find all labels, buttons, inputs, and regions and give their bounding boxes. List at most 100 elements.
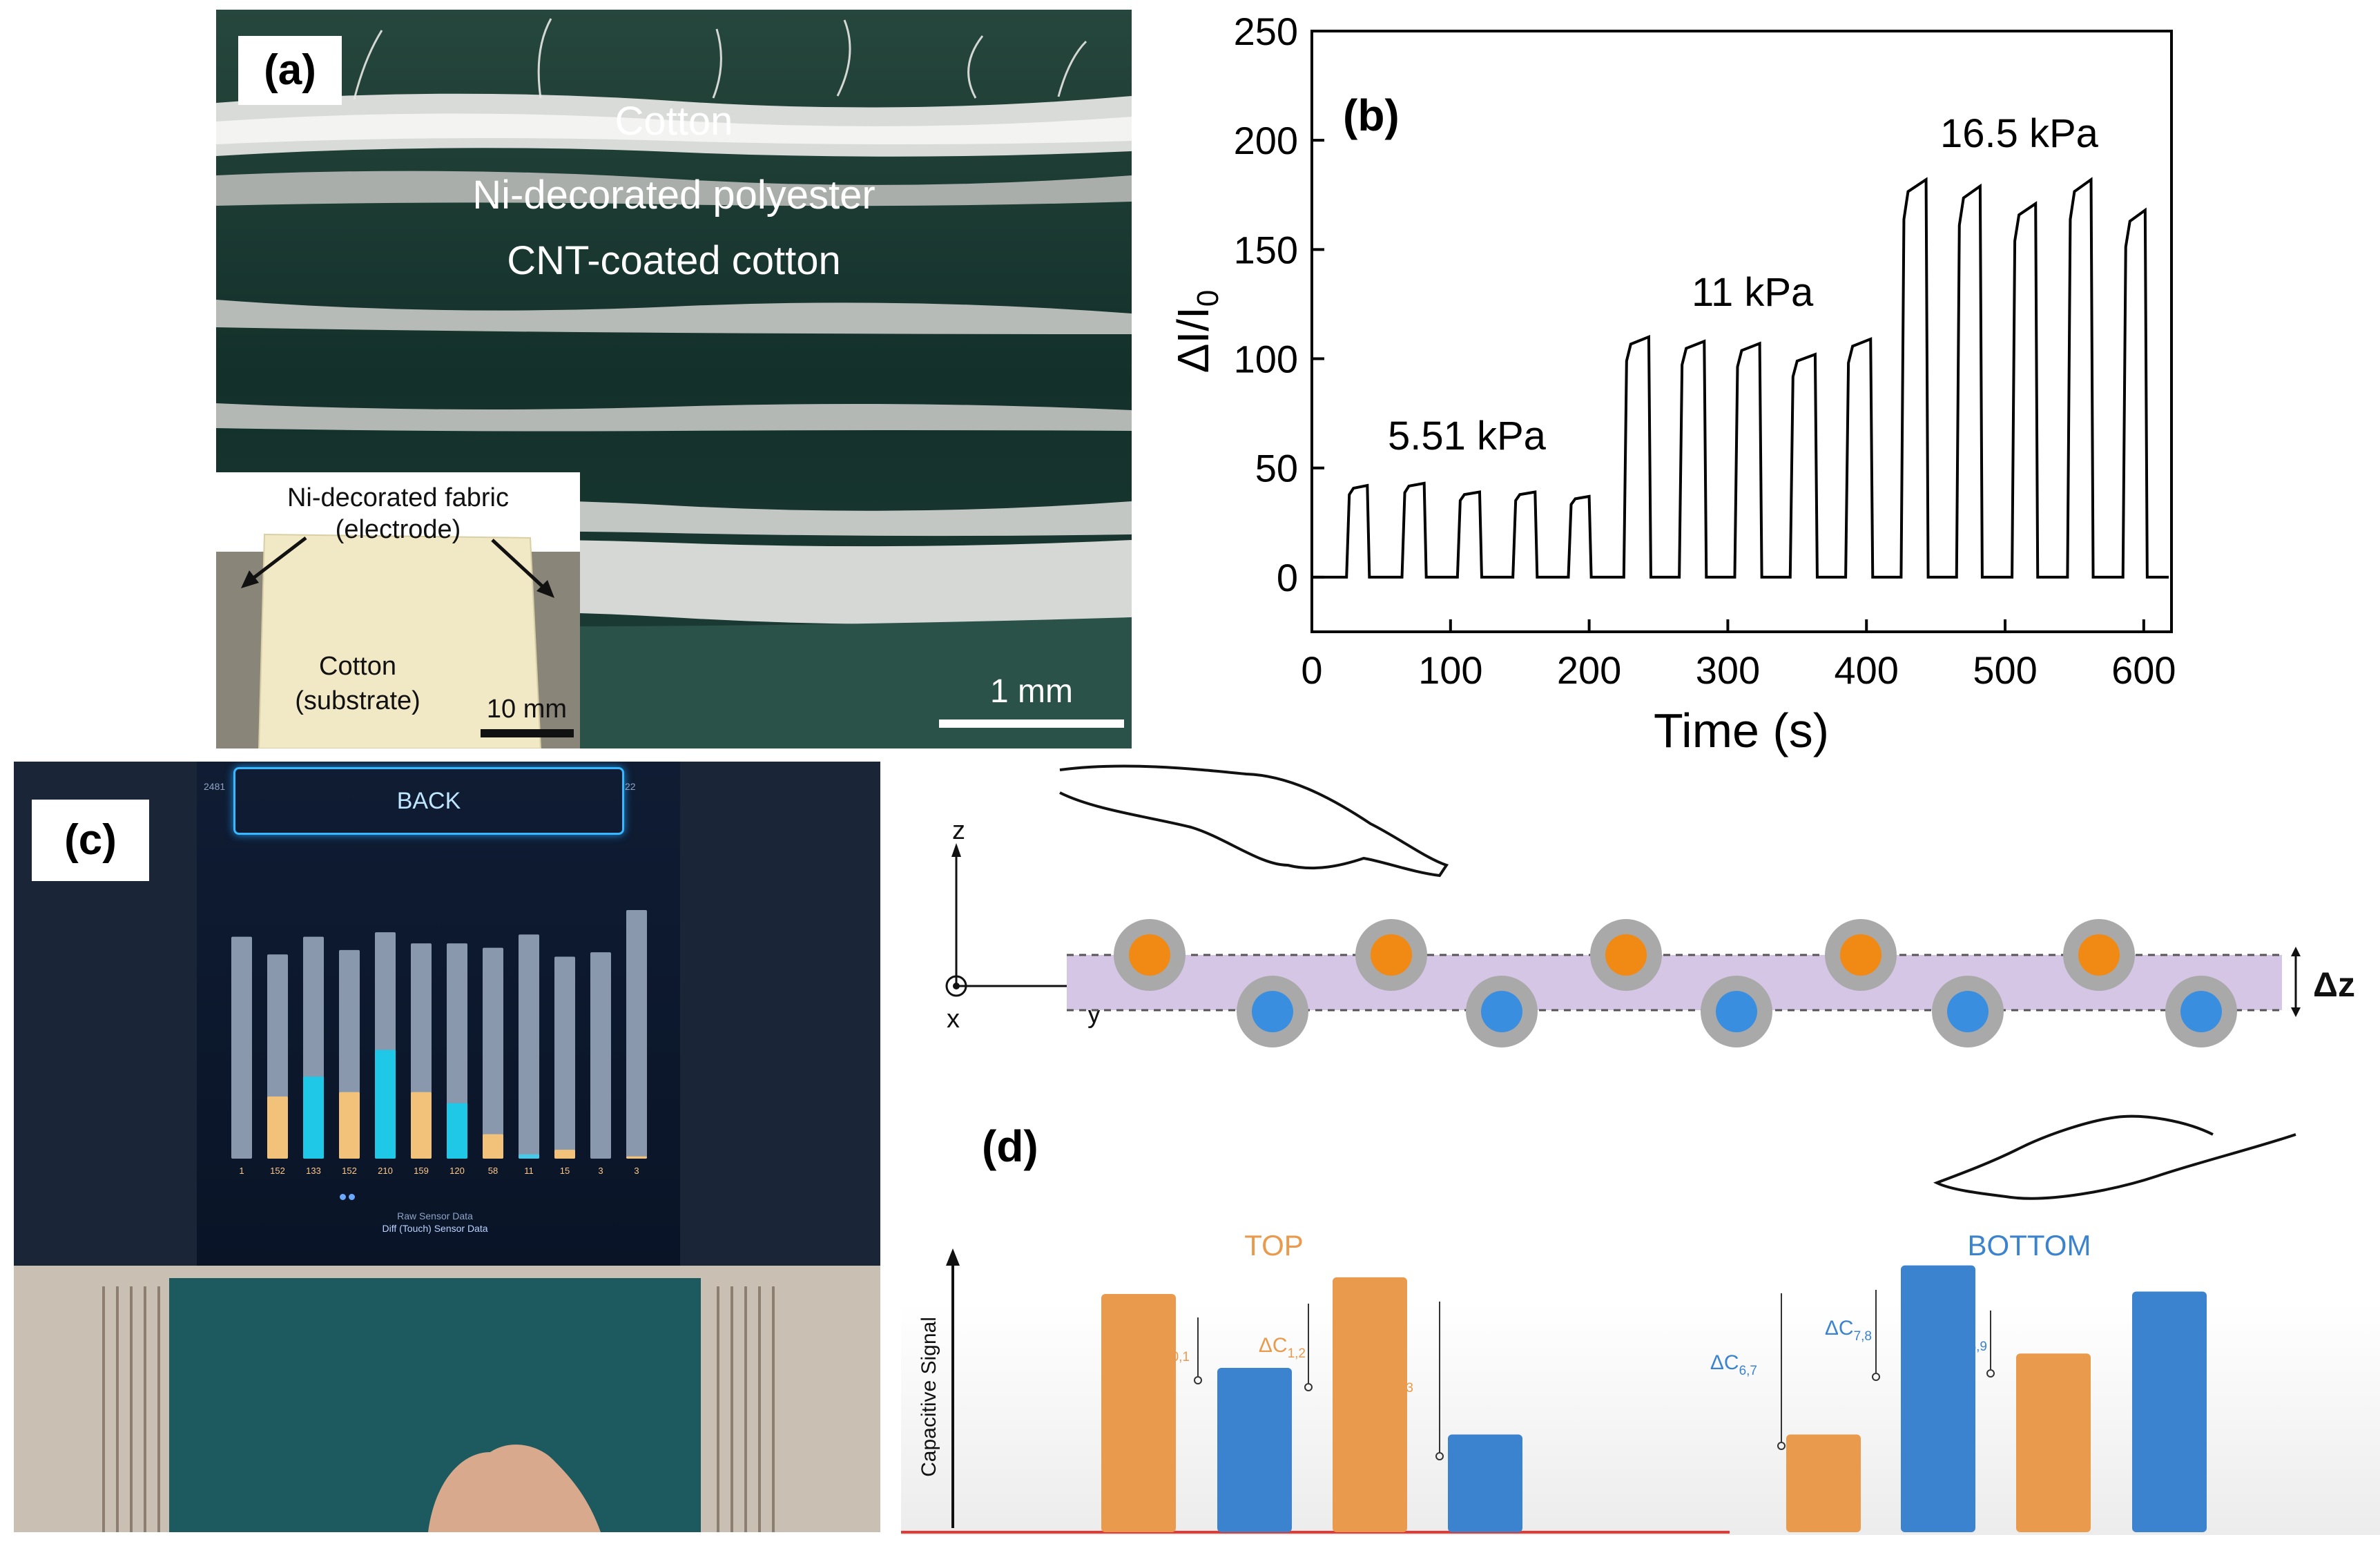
x-tick-label: 400 xyxy=(1835,648,1899,692)
inset-scale-label: 10 mm xyxy=(486,695,568,724)
corner-count-right: 22 xyxy=(625,781,636,792)
y-tick-label: 250 xyxy=(1234,10,1298,53)
x-tick-label: 500 xyxy=(1973,648,2037,692)
top-signal-bar xyxy=(1333,1277,1407,1532)
diff-sensor-bar xyxy=(339,1092,360,1159)
top-electrode-core xyxy=(1840,934,1881,976)
panel-c-label: (c) xyxy=(32,800,149,881)
bottom-signal-bar xyxy=(1901,1265,1975,1532)
x-axis-label-d: x xyxy=(947,1005,960,1034)
bar-value-label: 3 xyxy=(634,1166,639,1176)
sensor-bar-chart: 1 152 133 152 210 159 120 58 11 15 3 3 xyxy=(231,910,647,1176)
back-button-label: BACK xyxy=(396,788,461,814)
delta-arrow-end xyxy=(1986,1369,1995,1378)
top-electrode-core xyxy=(2078,934,2120,976)
layer-label-ni-polyester: Ni-decorated polyester xyxy=(472,173,875,218)
page-indicator[interactable] xyxy=(340,1191,360,1200)
y-tick-label: 0 xyxy=(1277,556,1298,599)
diff-sensor-bar xyxy=(554,1150,575,1159)
bottom-electrode-core xyxy=(2180,991,2222,1032)
diff-sensor-bar xyxy=(303,1076,324,1159)
bar-value-label: 1 xyxy=(239,1166,244,1176)
top-title: TOP xyxy=(1244,1229,1304,1262)
raw-sensor-bar xyxy=(626,910,647,1159)
top-signal-bar xyxy=(1448,1434,1522,1532)
bottom-electrode-core xyxy=(1716,991,1757,1032)
x-axis-label: Time (s) xyxy=(1654,704,1829,757)
panel-a-label: (a) xyxy=(238,36,342,105)
panel-a: (a) Cotton Ni-decorated polyester CNT-co… xyxy=(216,10,1132,748)
top-electrode-core xyxy=(1371,934,1412,976)
x-tick-label: 100 xyxy=(1418,648,1482,692)
caption-diff-sensor-data: Diff (Touch) Sensor Data xyxy=(382,1223,488,1234)
panel-d-label: (d) xyxy=(982,1121,1038,1171)
plot-frame xyxy=(1310,30,2173,633)
diff-sensor-bar xyxy=(267,1096,288,1159)
electrode-diagram: z x y Δz Capacitive Signal ΔC0,1ΔC1,2ΔC2… xyxy=(901,762,2380,1535)
bar-value-label: 120 xyxy=(449,1166,465,1176)
diff-sensor-bar xyxy=(411,1092,432,1159)
annotation-16-5-kpa: 16.5 kPa xyxy=(1940,111,2098,156)
layer-label-cotton: Cotton xyxy=(615,99,733,144)
raw-sensor-bar xyxy=(519,934,539,1159)
bottom-electrode-core xyxy=(1481,991,1522,1032)
bottom-signal-bar xyxy=(1786,1434,1861,1532)
caption-raw-sensor-data: Raw Sensor Data xyxy=(397,1210,473,1221)
x-tick-label: 300 xyxy=(1696,648,1760,692)
bottom-hand-icon xyxy=(1933,1114,2296,1200)
top-signal-bar xyxy=(1101,1294,1176,1532)
diff-sensor-bar xyxy=(519,1154,539,1159)
inset-substrate-label-1: Cotton xyxy=(319,652,396,681)
diff-sensor-bar xyxy=(447,1103,467,1159)
inset-electrode-label-1: Ni-decorated fabric xyxy=(287,483,510,512)
bottom-electrode-core xyxy=(1252,991,1293,1032)
raw-sensor-bar xyxy=(590,952,611,1159)
delta-arrow-end xyxy=(1872,1373,1880,1381)
scale-bar xyxy=(939,719,1124,728)
y-tick-label: 100 xyxy=(1234,338,1298,381)
diff-sensor-bar xyxy=(375,1050,396,1159)
series-line xyxy=(1312,177,2169,579)
panel-c: BACK 2481 22 1 152 133 152 210 159 120 58 11 15 3 3… xyxy=(14,762,880,1532)
delta-arrow-end xyxy=(1777,1442,1786,1450)
top-electrode-core xyxy=(1605,934,1647,976)
panel-d: z x y Δz Capacitive Signal ΔC0,1 ΔC1,2 ΔC2… xyxy=(901,762,2380,1535)
layer-label-cnt-cotton: CNT-coated cotton xyxy=(507,238,841,283)
annotation-11-kpa: 11 kPa xyxy=(1692,270,1814,315)
top-electrode-core xyxy=(1129,934,1170,976)
inset-substrate-label-2: (substrate) xyxy=(295,686,420,715)
delta-arrow-end xyxy=(1304,1383,1313,1391)
x-tick-label: 0 xyxy=(1301,648,1322,692)
hand xyxy=(428,1444,601,1532)
y-tick-label: 200 xyxy=(1234,119,1298,162)
raw-sensor-bar xyxy=(231,936,252,1159)
y-tick-label: 150 xyxy=(1234,228,1298,271)
delta-arrow-end xyxy=(1194,1376,1202,1384)
corner-count-left: 2481 xyxy=(204,781,226,792)
bar-value-label: 3 xyxy=(598,1166,603,1176)
back-button[interactable]: BACK xyxy=(233,767,624,835)
bottom-title: BOTTOM xyxy=(1968,1229,2091,1262)
scale-bar-label: 1 mm xyxy=(990,673,1073,710)
fabric-sensor-sample xyxy=(169,1278,701,1532)
x-tick-label: 200 xyxy=(1557,648,1621,692)
current-response-chart: 0 100 200 300 400 500 600 0 50 100 150 200 250 ΔI/I0… xyxy=(1168,10,2176,757)
dz-label: Δz xyxy=(2313,965,2355,1004)
y-axis-label: ΔI/I0 xyxy=(1168,290,1225,374)
top-hand-icon xyxy=(1059,764,1449,878)
bottom-electrode-core xyxy=(1947,991,1989,1032)
raw-sensor-bar xyxy=(554,956,575,1159)
delta-label: ΔC8,9 xyxy=(1940,1327,1987,1354)
bar-value-label: 152 xyxy=(270,1166,285,1176)
bar-value-label: 159 xyxy=(414,1166,429,1176)
inset-electrode-label-2: (electrode) xyxy=(335,515,461,544)
annotation-5-51-kpa: 5.51 kPa xyxy=(1388,414,1546,458)
panel-b-label: (b) xyxy=(1343,90,1400,140)
bar-value-label: 133 xyxy=(306,1166,321,1176)
capacitive-signal-label: Capacitive Signal xyxy=(918,1317,940,1477)
bar-value-label: 58 xyxy=(488,1166,498,1176)
x-tick-label: 600 xyxy=(2111,648,2176,692)
bar-value-label: 210 xyxy=(378,1166,393,1176)
top-signal-bar xyxy=(1217,1367,1292,1532)
delta-arrow-end xyxy=(1435,1452,1444,1460)
